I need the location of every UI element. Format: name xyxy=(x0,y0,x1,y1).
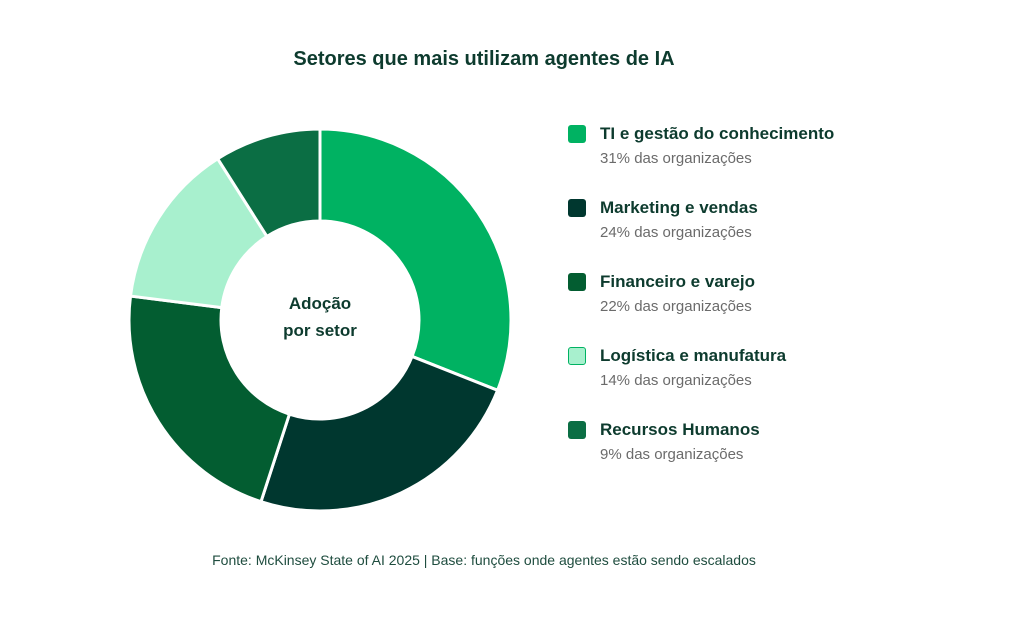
legend-swatch xyxy=(568,125,586,143)
center-label-line1: Adoção xyxy=(288,294,352,313)
legend-value: 22% das organizações xyxy=(600,298,752,315)
donut-slice-marketing xyxy=(259,354,500,513)
legend-swatch xyxy=(568,347,586,365)
legend-label: Marketing e vendas xyxy=(600,198,758,217)
legend-label: TI e gestão do conhecimento xyxy=(600,124,835,143)
legend-value: 31% das organizações xyxy=(600,150,752,167)
legend-label: Recursos Humanos xyxy=(600,420,760,439)
legend-value: 24% das organizações xyxy=(600,224,752,241)
legend-swatch xyxy=(568,199,586,217)
donut-chart xyxy=(127,127,513,513)
donut-slice-financeiro xyxy=(127,294,291,504)
legend-label: Logística e manufatura xyxy=(600,346,787,365)
donut-slice-ti xyxy=(318,127,513,392)
legend-value: 9% das organizações xyxy=(600,446,744,463)
chart-title: Setores que mais utilizam agentes de IA xyxy=(293,48,675,70)
donut-center-label: Adoção por setor xyxy=(220,290,420,344)
legend-swatch xyxy=(568,421,586,439)
legend-label: Financeiro e varejo xyxy=(600,272,755,291)
legend-swatch xyxy=(568,273,586,291)
donut-slice-rh xyxy=(216,127,322,238)
center-label-line2: por setor xyxy=(283,321,357,340)
legend-value: 14% das organizações xyxy=(600,372,752,389)
chart-source-note: Fonte: McKinsey State of AI 2025 | Base:… xyxy=(212,552,756,568)
